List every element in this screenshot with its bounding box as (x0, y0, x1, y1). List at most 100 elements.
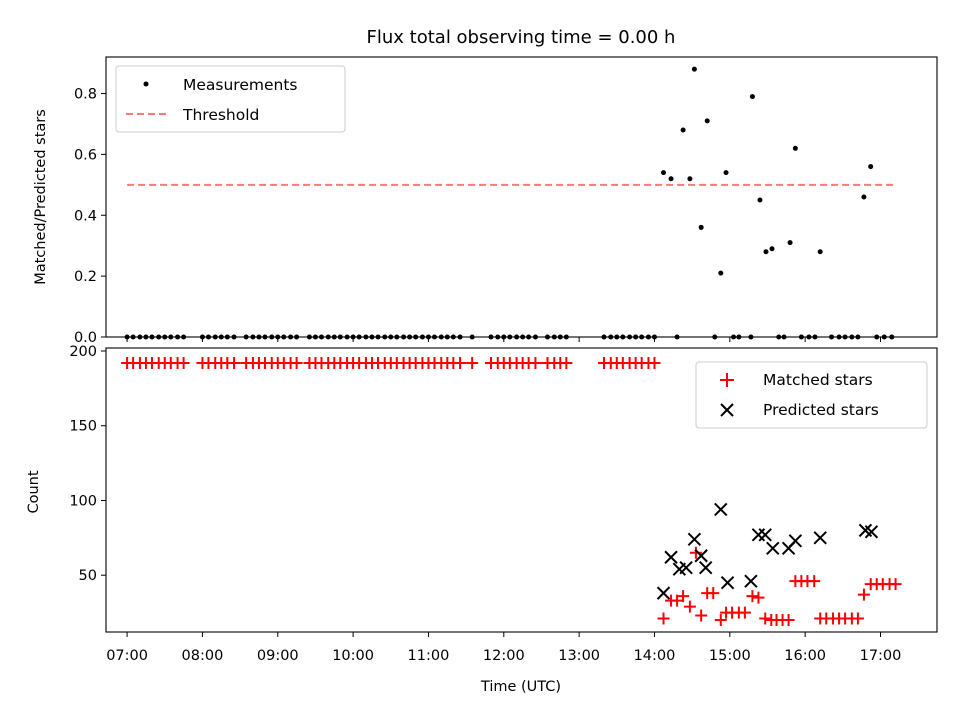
predicted-star-point (720, 575, 735, 590)
bottom-x-tick-label: 15:00 (709, 648, 751, 664)
top-y-tick-label: 0.0 (74, 330, 97, 346)
measurement-point (792, 145, 798, 151)
predicted-star-point (758, 528, 772, 542)
bottom-x-tick-label: 17:00 (860, 648, 902, 664)
top-plot-frame (105, 56, 938, 338)
predicted-star-point (744, 574, 758, 588)
top-y-tick-label: 0.4 (74, 208, 97, 224)
top-y-ticks: 0.0 0.2 0.4 0.6 0.8 (74, 87, 106, 346)
top-y-tick-label: 0.6 (74, 147, 97, 163)
measurement-point (817, 249, 823, 255)
legend-matched-label: Matched stars (763, 371, 873, 389)
bottom-legend-box (695, 361, 928, 429)
bottom-x-tick-label: 12:00 (483, 648, 525, 664)
bottom-y-tick-label: 150 (69, 419, 97, 435)
measurement-point (718, 270, 724, 276)
bottom-x-tick-label: 10:00 (332, 648, 374, 664)
predicted-star-point (694, 549, 708, 563)
bottom-y-tick-label: 200 (69, 344, 97, 360)
bottom-panel: Count 50 100 150 200 07:00 08:00 09:00 10:00 11… (26, 344, 938, 695)
predicted-star-point (788, 534, 803, 548)
matched-star-point (707, 587, 720, 600)
top-y-tick-label: 0.8 (74, 87, 97, 103)
bottom-x-tick-label: 08:00 (182, 648, 224, 664)
measurement-point (757, 197, 763, 203)
bottom-x-tick-label: 16:00 (784, 648, 826, 664)
predicted-star-point (656, 586, 671, 600)
top-legend: Measurements Threshold (115, 65, 346, 133)
matched-star-point (782, 614, 795, 627)
predicted-star-point (714, 502, 728, 517)
bottom-x-tick-label: 13:00 (558, 648, 600, 664)
top-y-axis-label: Matched/Predicted stars (33, 109, 49, 285)
matched-star-point (529, 356, 542, 369)
measurement-point (787, 240, 793, 246)
matched-star-point (752, 591, 765, 604)
matched-star-point (648, 356, 661, 369)
measurement-point (704, 118, 710, 124)
matched-star-point (808, 575, 821, 588)
matched-star-point (466, 356, 479, 369)
matched-star-point (857, 588, 870, 601)
bottom-x-ticks: 07:00 08:00 09:00 10:00 11:00 12:00 13:00 14:00… (106, 632, 901, 664)
measurement-point (661, 170, 667, 176)
matched-star-point (657, 612, 670, 625)
legend-predicted-marker (720, 403, 734, 417)
measurement-point (861, 194, 867, 200)
predicted-star-point (813, 531, 827, 545)
bottom-y-tick-label: 50 (79, 568, 97, 584)
bottom-y-ticks: 50 100 150 200 (69, 344, 106, 584)
bottom-y-axis-label: Count (26, 470, 42, 513)
predicted-star-point (664, 550, 678, 564)
matched-star-point (738, 606, 751, 619)
top-y-tick-label: 0.2 (74, 269, 97, 285)
measurement-point (698, 224, 704, 230)
top-panel: Flux total observing time = 0.00 h Match… (33, 27, 938, 346)
legend-measurements-label: Measurements (183, 76, 298, 94)
matched-star-point (714, 614, 727, 627)
measurement-point (769, 246, 775, 252)
legend-predicted-label: Predicted stars (763, 401, 879, 419)
predicted-star-point (766, 541, 780, 556)
top-legend-box (115, 65, 346, 133)
predicted-star-point (679, 561, 693, 575)
bottom-plot-frame (105, 347, 938, 633)
bottom-x-tick-label: 14:00 (634, 648, 676, 664)
measurement-point (668, 176, 674, 182)
measurement-point (680, 127, 686, 133)
measurement-point (763, 249, 769, 255)
measurement-point (749, 94, 755, 100)
matched-star-point (560, 356, 573, 369)
matched-star-point (746, 590, 759, 603)
matched-star-point (695, 609, 708, 622)
predicted-star-point (698, 561, 713, 575)
legend-threshold-label: Threshold (182, 106, 259, 124)
matched-star-point (677, 590, 690, 603)
matched-star-point (851, 612, 864, 625)
count-points (121, 356, 902, 627)
measurement-point (691, 66, 697, 72)
bottom-y-tick-label: 100 (69, 493, 97, 509)
legend-measurements-marker (143, 81, 149, 87)
matched-star-point (290, 356, 303, 369)
bottom-x-tick-label: 09:00 (257, 648, 299, 664)
matched-star-point (671, 594, 684, 607)
matched-star-point (454, 356, 467, 369)
measurement-point (723, 170, 729, 176)
top-chart-title: Flux total observing time = 0.00 h (367, 27, 676, 48)
matched-star-point (689, 546, 702, 559)
x-axis-label: Time (UTC) (480, 679, 561, 695)
predicted-star-point (687, 532, 702, 547)
bottom-legend: Matched stars Predicted stars (695, 361, 928, 429)
matched-star-point (683, 600, 696, 613)
bottom-x-tick-label: 07:00 (106, 648, 148, 664)
measurement-point (868, 164, 874, 170)
legend-matched-marker (720, 373, 734, 387)
matched-star-point (228, 356, 241, 369)
predicted-star-point (864, 525, 879, 539)
bottom-x-tick-label: 11:00 (408, 648, 450, 664)
matched-star-point (889, 578, 902, 591)
measurement-point (687, 176, 693, 182)
matched-star-point (177, 356, 190, 369)
